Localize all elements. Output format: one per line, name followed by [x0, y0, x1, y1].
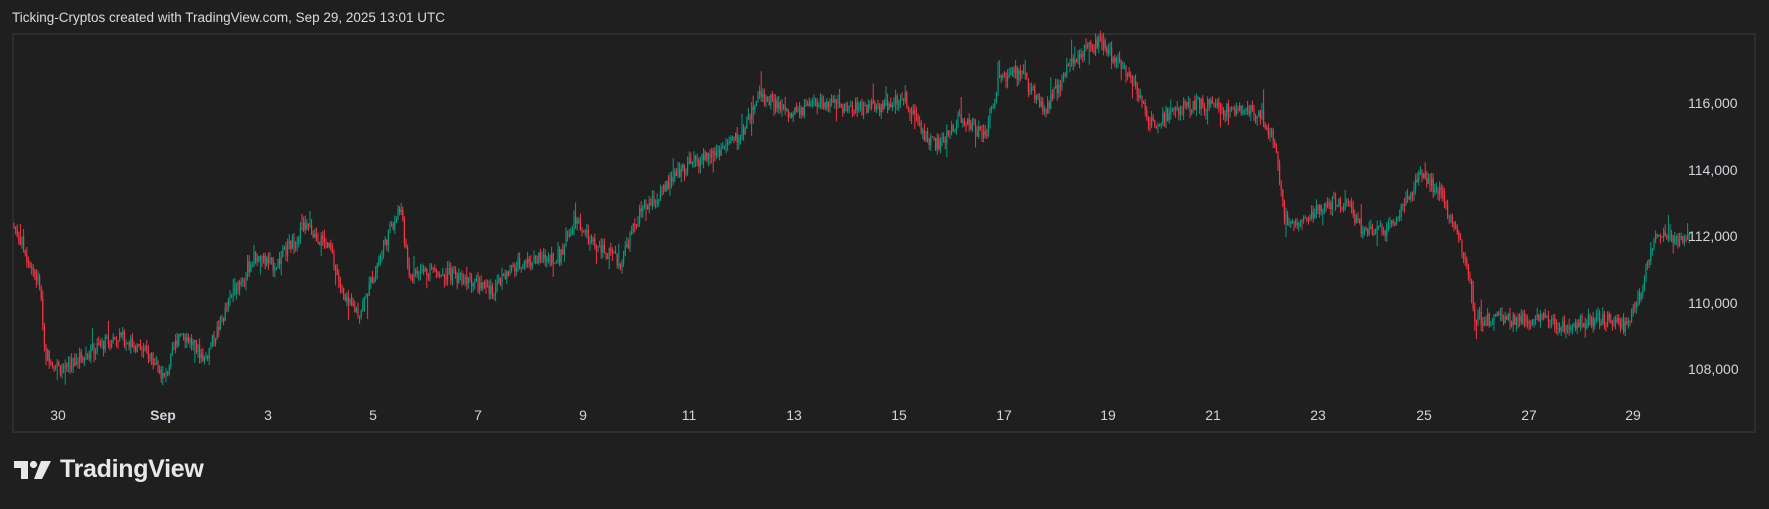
time-axis-label: 29: [1625, 407, 1641, 423]
time-axis-label: 25: [1416, 407, 1432, 423]
tradingview-logo-text: TradingView: [60, 455, 204, 483]
time-axis-label: Sep: [150, 407, 176, 423]
chart-attribution: Ticking-Cryptos created with TradingView…: [12, 10, 445, 25]
tradingview-logo[interactable]: TradingView: [14, 455, 204, 484]
time-axis-label: 19: [1100, 407, 1116, 423]
time-axis-label: 23: [1310, 407, 1326, 423]
time-axis-label: 11: [681, 407, 697, 423]
time-axis-label: 17: [996, 407, 1012, 423]
time-axis-label: 9: [579, 407, 587, 423]
time-axis-label: 30: [50, 407, 66, 423]
candles: [13, 30, 1690, 386]
chart-frame: [12, 33, 1756, 433]
price-axis-label: 114,000: [1688, 161, 1738, 178]
price-axis-label: 112,000: [1688, 228, 1738, 244]
time-axis-label: 7: [474, 407, 482, 423]
tradingview-logo-icon: [14, 460, 51, 479]
time-axis-label: 13: [786, 407, 802, 423]
time-axis-label: 27: [1521, 407, 1537, 423]
time-axis-label: 3: [264, 407, 272, 423]
price-axis-label: 108,000: [1688, 361, 1739, 377]
price-axis-label: 110,000: [1688, 294, 1738, 311]
time-axis-label: 21: [1205, 407, 1221, 423]
time-axis-label: 15: [891, 407, 907, 423]
price-axis-label: 116,000: [1688, 95, 1738, 111]
time-axis-label: 5: [369, 407, 377, 423]
